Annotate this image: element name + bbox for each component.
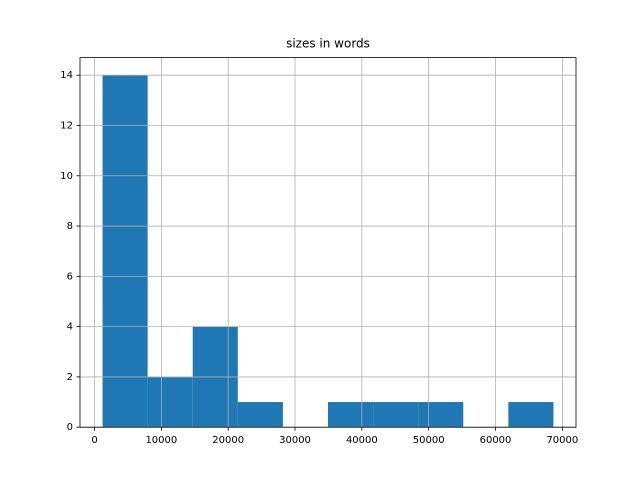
x-tick-label: 20000: [212, 435, 244, 446]
x-tick-label: 30000: [279, 435, 311, 446]
bar: [237, 402, 283, 428]
x-tick-label: 40000: [346, 435, 378, 446]
chart-title: sizes in words: [286, 37, 370, 51]
plot-frame: [79, 57, 577, 428]
y-tick-label: 14: [60, 70, 73, 81]
y-tick-label: 10: [60, 171, 73, 182]
bar: [147, 376, 193, 428]
bar: [373, 402, 419, 428]
x-tick-label: 70000: [546, 435, 578, 446]
y-tick-label: 6: [67, 271, 73, 282]
x-tick-label: 10000: [145, 435, 177, 446]
y-tick-label: 0: [67, 422, 73, 433]
x-tick-label: 50000: [413, 435, 445, 446]
x-tick-label: 0: [91, 435, 97, 446]
y-tick-label: 2: [67, 372, 73, 383]
x-tick-label: 60000: [480, 435, 512, 446]
y-tick-label: 4: [67, 322, 73, 333]
bar: [102, 75, 148, 428]
y-tick-label: 8: [67, 221, 73, 232]
bar: [328, 402, 374, 428]
bar: [508, 402, 554, 428]
y-tick-label: 12: [60, 120, 73, 131]
bar: [418, 402, 464, 428]
